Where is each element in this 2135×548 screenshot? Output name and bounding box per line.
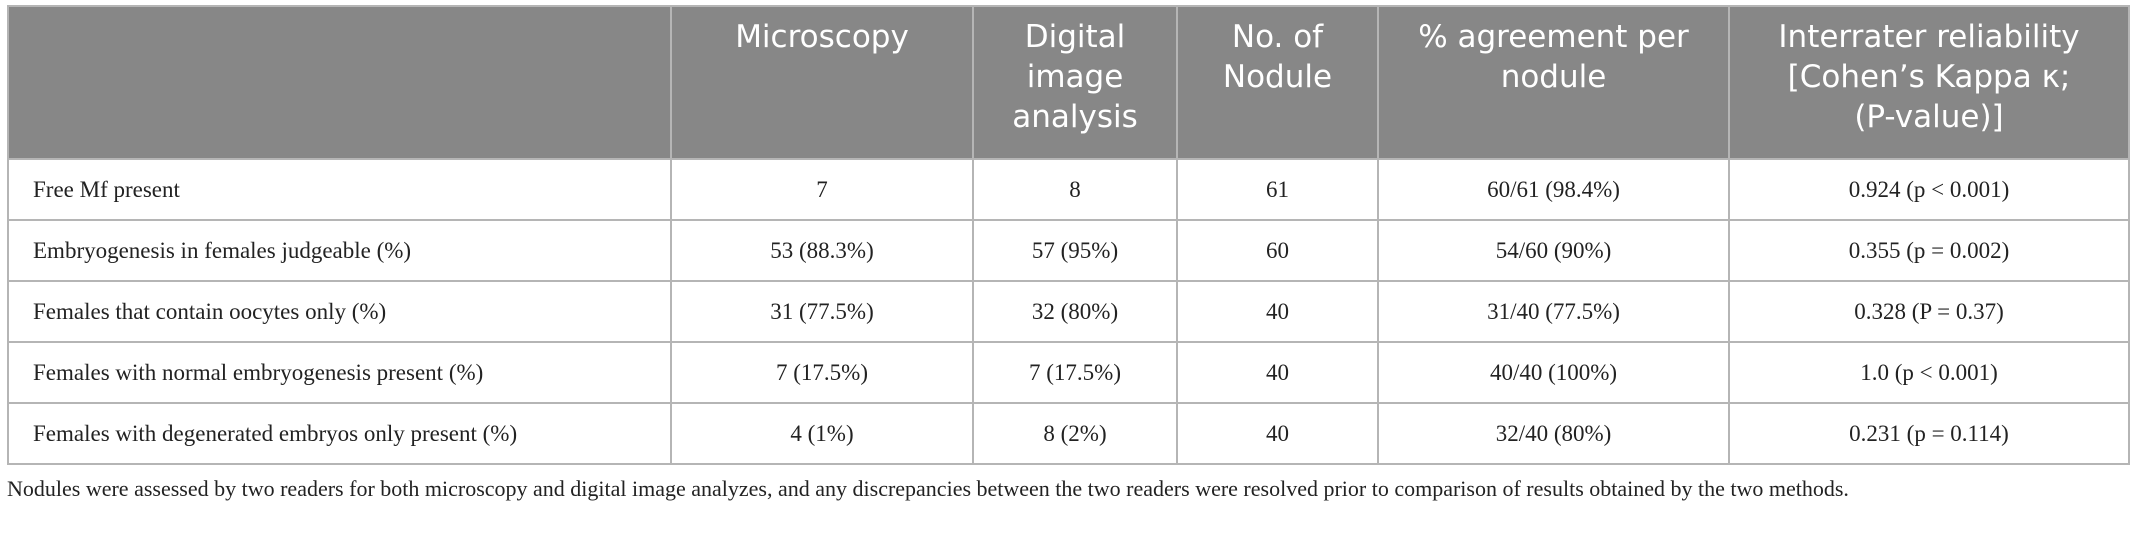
- header-line: Nodule: [1222, 59, 1333, 95]
- header-cell: Interrater reliability [Cohen’s Kappa κ; (…: [1728, 5, 2130, 160]
- table-cell: 31/40 (77.5%): [1377, 280, 1730, 343]
- table-row: Females with degenerated embryos only pr…: [7, 402, 2130, 465]
- table-cell: Females with normal embryogenesis presen…: [7, 341, 672, 404]
- table-cell: 0.328 (P = 0.37): [1728, 280, 2130, 343]
- table-row: Females that contain oocytes only (%) 31 …: [7, 280, 2130, 343]
- table-cell: 4 (1%): [670, 402, 974, 465]
- table-cell: 40: [1176, 280, 1379, 343]
- table-row: Embryogenesis in females judgeable (%) 53…: [7, 219, 2130, 282]
- table-cell: 0.355 (p = 0.002): [1728, 219, 2130, 282]
- table-cell: Females with degenerated embryos only pr…: [7, 402, 672, 465]
- table-cell: 7 (17.5%): [972, 341, 1178, 404]
- table-cell: 57 (95%): [972, 219, 1178, 282]
- table-cell: Females that contain oocytes only (%): [7, 280, 672, 343]
- header-line: No. of: [1231, 19, 1324, 55]
- header-cell: Microscopy: [670, 5, 974, 160]
- footnote: Nodules were assessed by two readers for…: [7, 476, 1849, 501]
- table-row: Free Mf present 7 8 61 60/61 (98.4%) 0.924 (p…: [7, 158, 2130, 221]
- table-cell: 60: [1176, 219, 1379, 282]
- table-cell: 8: [972, 158, 1178, 221]
- header-line: image: [1026, 59, 1124, 95]
- table-body: Free Mf present 7 8 61 60/61 (98.4%) 0.924 (p…: [7, 158, 2130, 465]
- table-cell: 0.231 (p = 0.114): [1728, 402, 2130, 465]
- table-cell: 54/60 (90%): [1377, 219, 1730, 282]
- table-cell: 8 (2%): [972, 402, 1178, 465]
- table-cell: 32/40 (80%): [1377, 402, 1730, 465]
- table-cell: 1.0 (p < 0.001): [1728, 341, 2130, 404]
- table-cell: 7: [670, 158, 974, 221]
- header-cell: [7, 5, 672, 160]
- header-cell: No. of Nodule: [1176, 5, 1379, 160]
- table-cell: 32 (80%): [972, 280, 1178, 343]
- header-line: (P-value)]: [1854, 99, 2004, 135]
- table-cell: 40/40 (100%): [1377, 341, 1730, 404]
- header-row: Microscopy Digital image analysis No. of Nodu…: [7, 5, 2130, 160]
- table-cell: 40: [1176, 341, 1379, 404]
- header-line: Interrater reliability: [1778, 19, 2080, 55]
- table-cell: 7 (17.5%): [670, 341, 974, 404]
- header-line: Microscopy: [735, 19, 909, 55]
- header-cell: % agreement per nodule: [1377, 5, 1730, 160]
- table-row: Females with normal embryogenesis presen…: [7, 341, 2130, 404]
- header-cell: Digital image analysis: [972, 5, 1178, 160]
- table-cell: Free Mf present: [7, 158, 672, 221]
- header-line: analysis: [1012, 99, 1138, 135]
- table-cell: 31 (77.5%): [670, 280, 974, 343]
- table-cell: 61: [1176, 158, 1379, 221]
- header-line: nodule: [1500, 59, 1607, 95]
- table-cell: Embryogenesis in females judgeable (%): [7, 219, 672, 282]
- data-table: Microscopy Digital image analysis No. of Nodu…: [7, 5, 2130, 465]
- table-cell: 40: [1176, 402, 1379, 465]
- table-cell: 60/61 (98.4%): [1377, 158, 1730, 221]
- header-line: Digital: [1024, 19, 1126, 55]
- table-cell: 53 (88.3%): [670, 219, 974, 282]
- header-line: [Cohen’s Kappa κ;: [1787, 59, 2071, 95]
- table-cell: 0.924 (p < 0.001): [1728, 158, 2130, 221]
- header-line: % agreement per: [1418, 19, 1689, 55]
